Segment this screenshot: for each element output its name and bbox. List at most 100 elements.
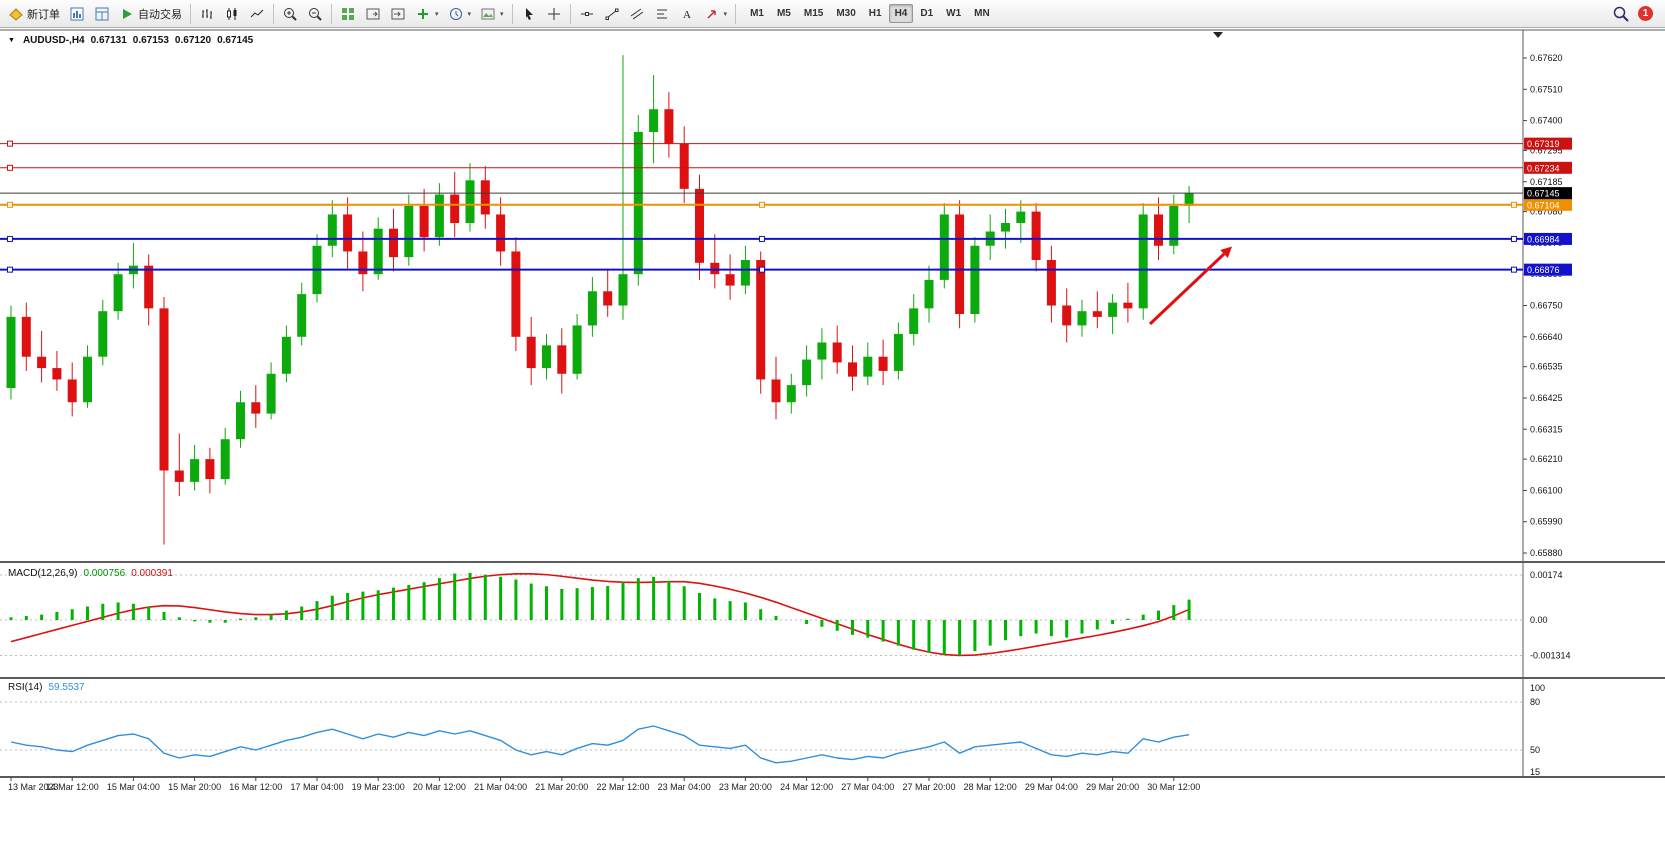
zoom-out-button[interactable] bbox=[303, 3, 327, 25]
horizontal-line-tool-button[interactable] bbox=[575, 3, 599, 25]
scroll-marker-icon[interactable] bbox=[1213, 32, 1223, 38]
line-handle[interactable] bbox=[759, 201, 765, 208]
fibonacci-tool-button[interactable] bbox=[650, 3, 674, 25]
notification-badge[interactable]: 1 bbox=[1638, 6, 1653, 21]
crosshair-tool-button[interactable] bbox=[542, 3, 566, 25]
toolbar-separator bbox=[273, 3, 274, 24]
candle-body bbox=[848, 362, 857, 377]
line-handle[interactable] bbox=[1511, 201, 1517, 208]
line-handle[interactable] bbox=[1511, 266, 1517, 273]
text-tool-button[interactable]: A bbox=[675, 3, 699, 25]
timeframe-button-m5[interactable]: M5 bbox=[776, 8, 791, 19]
collapse-triangle-icon[interactable]: ▼ bbox=[8, 37, 15, 44]
candle-body bbox=[1184, 193, 1194, 206]
candle-body bbox=[83, 356, 92, 403]
candle-body bbox=[756, 259, 766, 380]
zoom-in-button[interactable] bbox=[278, 3, 302, 25]
svg-text:0.67234: 0.67234 bbox=[1527, 163, 1560, 173]
new-order-button[interactable]: 新订单 bbox=[4, 3, 64, 25]
candle-body bbox=[297, 294, 307, 337]
svg-text:17 Mar 04:00: 17 Mar 04:00 bbox=[290, 782, 343, 792]
svg-text:30 Mar 12:00: 30 Mar 12:00 bbox=[1147, 782, 1200, 792]
svg-text:0.66315: 0.66315 bbox=[1530, 424, 1563, 434]
svg-text:29 Mar 20:00: 29 Mar 20:00 bbox=[1086, 782, 1139, 792]
price-tag bbox=[1524, 161, 1572, 174]
timeframe-button-h4[interactable]: H4 bbox=[888, 4, 914, 23]
candle-body bbox=[67, 379, 77, 403]
candle-body bbox=[725, 274, 735, 286]
svg-text:19 Mar 23:00: 19 Mar 23:00 bbox=[352, 782, 405, 792]
tile-windows-button[interactable] bbox=[336, 3, 360, 25]
timeframe-button-mn[interactable]: MN bbox=[974, 8, 990, 19]
svg-text:100: 100 bbox=[1530, 683, 1545, 693]
macd-main-value: 0.000756 bbox=[83, 568, 126, 579]
autotrading-button[interactable]: 自动交易 bbox=[115, 3, 186, 25]
line-handle[interactable] bbox=[1511, 235, 1517, 242]
line-handle[interactable] bbox=[759, 266, 765, 273]
line-chart-mode-button[interactable] bbox=[245, 3, 269, 25]
candle-body bbox=[37, 356, 47, 369]
bar-chart-icon bbox=[199, 6, 215, 22]
line-handle[interactable] bbox=[7, 164, 13, 171]
candle-body bbox=[1092, 311, 1102, 317]
candle-body bbox=[542, 345, 551, 369]
price-axis[interactable]: 0.67620 0.67510 0.67400 0.67295 0.67185 0.670… bbox=[1523, 53, 1563, 558]
candle-body bbox=[1169, 205, 1179, 246]
channel-icon bbox=[629, 6, 645, 22]
zoom-in-icon bbox=[282, 6, 298, 22]
svg-text:0.67620: 0.67620 bbox=[1530, 53, 1563, 63]
template-image-icon bbox=[480, 6, 496, 22]
arrow-annotation[interactable] bbox=[1148, 246, 1232, 326]
auto-scroll-icon bbox=[390, 6, 406, 22]
trendline-tool-button[interactable] bbox=[600, 3, 624, 25]
cursor-tool-button[interactable] bbox=[517, 3, 541, 25]
indicators-button[interactable]: ▾ bbox=[411, 3, 443, 25]
toolbar: 新订单 自动交易 bbox=[0, 0, 1665, 28]
chart-shift-button[interactable] bbox=[361, 3, 385, 25]
candle-body bbox=[557, 345, 567, 374]
search-button[interactable] bbox=[1609, 3, 1633, 25]
auto-scroll-button[interactable] bbox=[386, 3, 410, 25]
line-handle[interactable] bbox=[759, 235, 765, 242]
timeframe-button-w1[interactable]: W1 bbox=[946, 8, 962, 19]
line-handle[interactable] bbox=[7, 201, 13, 208]
timeframe-button-m1[interactable]: M1 bbox=[750, 8, 764, 19]
crosshair-icon bbox=[546, 6, 562, 22]
toolbar-separator bbox=[331, 3, 332, 24]
timeframe-button-h1[interactable]: H1 bbox=[868, 8, 882, 19]
market-watch-icon bbox=[69, 6, 85, 22]
templates-button[interactable]: ▾ bbox=[476, 3, 508, 25]
candle-body bbox=[174, 470, 184, 482]
candle-body bbox=[343, 214, 353, 252]
candlestick-mode-button[interactable] bbox=[220, 3, 244, 25]
svg-text:23 Mar 04:00: 23 Mar 04:00 bbox=[658, 782, 711, 792]
line-handle[interactable] bbox=[7, 266, 13, 273]
periods-button[interactable]: ▾ bbox=[444, 3, 476, 25]
macd-label: MACD(12,26,9) 0.000756 0.000391 bbox=[8, 568, 173, 579]
svg-text:0.66750: 0.66750 bbox=[1530, 301, 1563, 311]
candle-body bbox=[373, 228, 383, 275]
market-watch-button[interactable] bbox=[65, 3, 89, 25]
bar-chart-mode-button[interactable] bbox=[195, 3, 219, 25]
channel-tool-button[interactable] bbox=[625, 3, 649, 25]
price-tag bbox=[1524, 232, 1572, 245]
line-handle[interactable] bbox=[7, 140, 13, 147]
candle-body bbox=[572, 325, 582, 374]
timeframe-button-m15[interactable]: M15 bbox=[803, 8, 824, 19]
autotrading-label: 自动交易 bbox=[138, 8, 182, 21]
fibonacci-icon bbox=[654, 6, 670, 22]
timeframe-button-m30[interactable]: M30 bbox=[836, 8, 856, 19]
arrow-head bbox=[1220, 246, 1232, 258]
chart-canvas[interactable]: 0.67620 0.67510 0.67400 0.67295 0.67185 0.670… bbox=[0, 28, 1665, 847]
chart-frame bbox=[0, 29, 1665, 778]
arrows-tool-button[interactable]: ▾ bbox=[700, 3, 732, 25]
candle-body bbox=[771, 379, 781, 403]
timeframe-toolbar: M1 M5 M15 M30 H1 H4 D1 W1 MN bbox=[744, 4, 996, 23]
zoom-out-icon bbox=[307, 6, 323, 22]
data-window-button[interactable] bbox=[90, 3, 114, 25]
timeframe-button-d1[interactable]: D1 bbox=[920, 8, 934, 19]
close-value: 0.67145 bbox=[217, 35, 254, 46]
line-handle[interactable] bbox=[7, 235, 13, 242]
svg-text:28 Mar 12:00: 28 Mar 12:00 bbox=[964, 782, 1017, 792]
